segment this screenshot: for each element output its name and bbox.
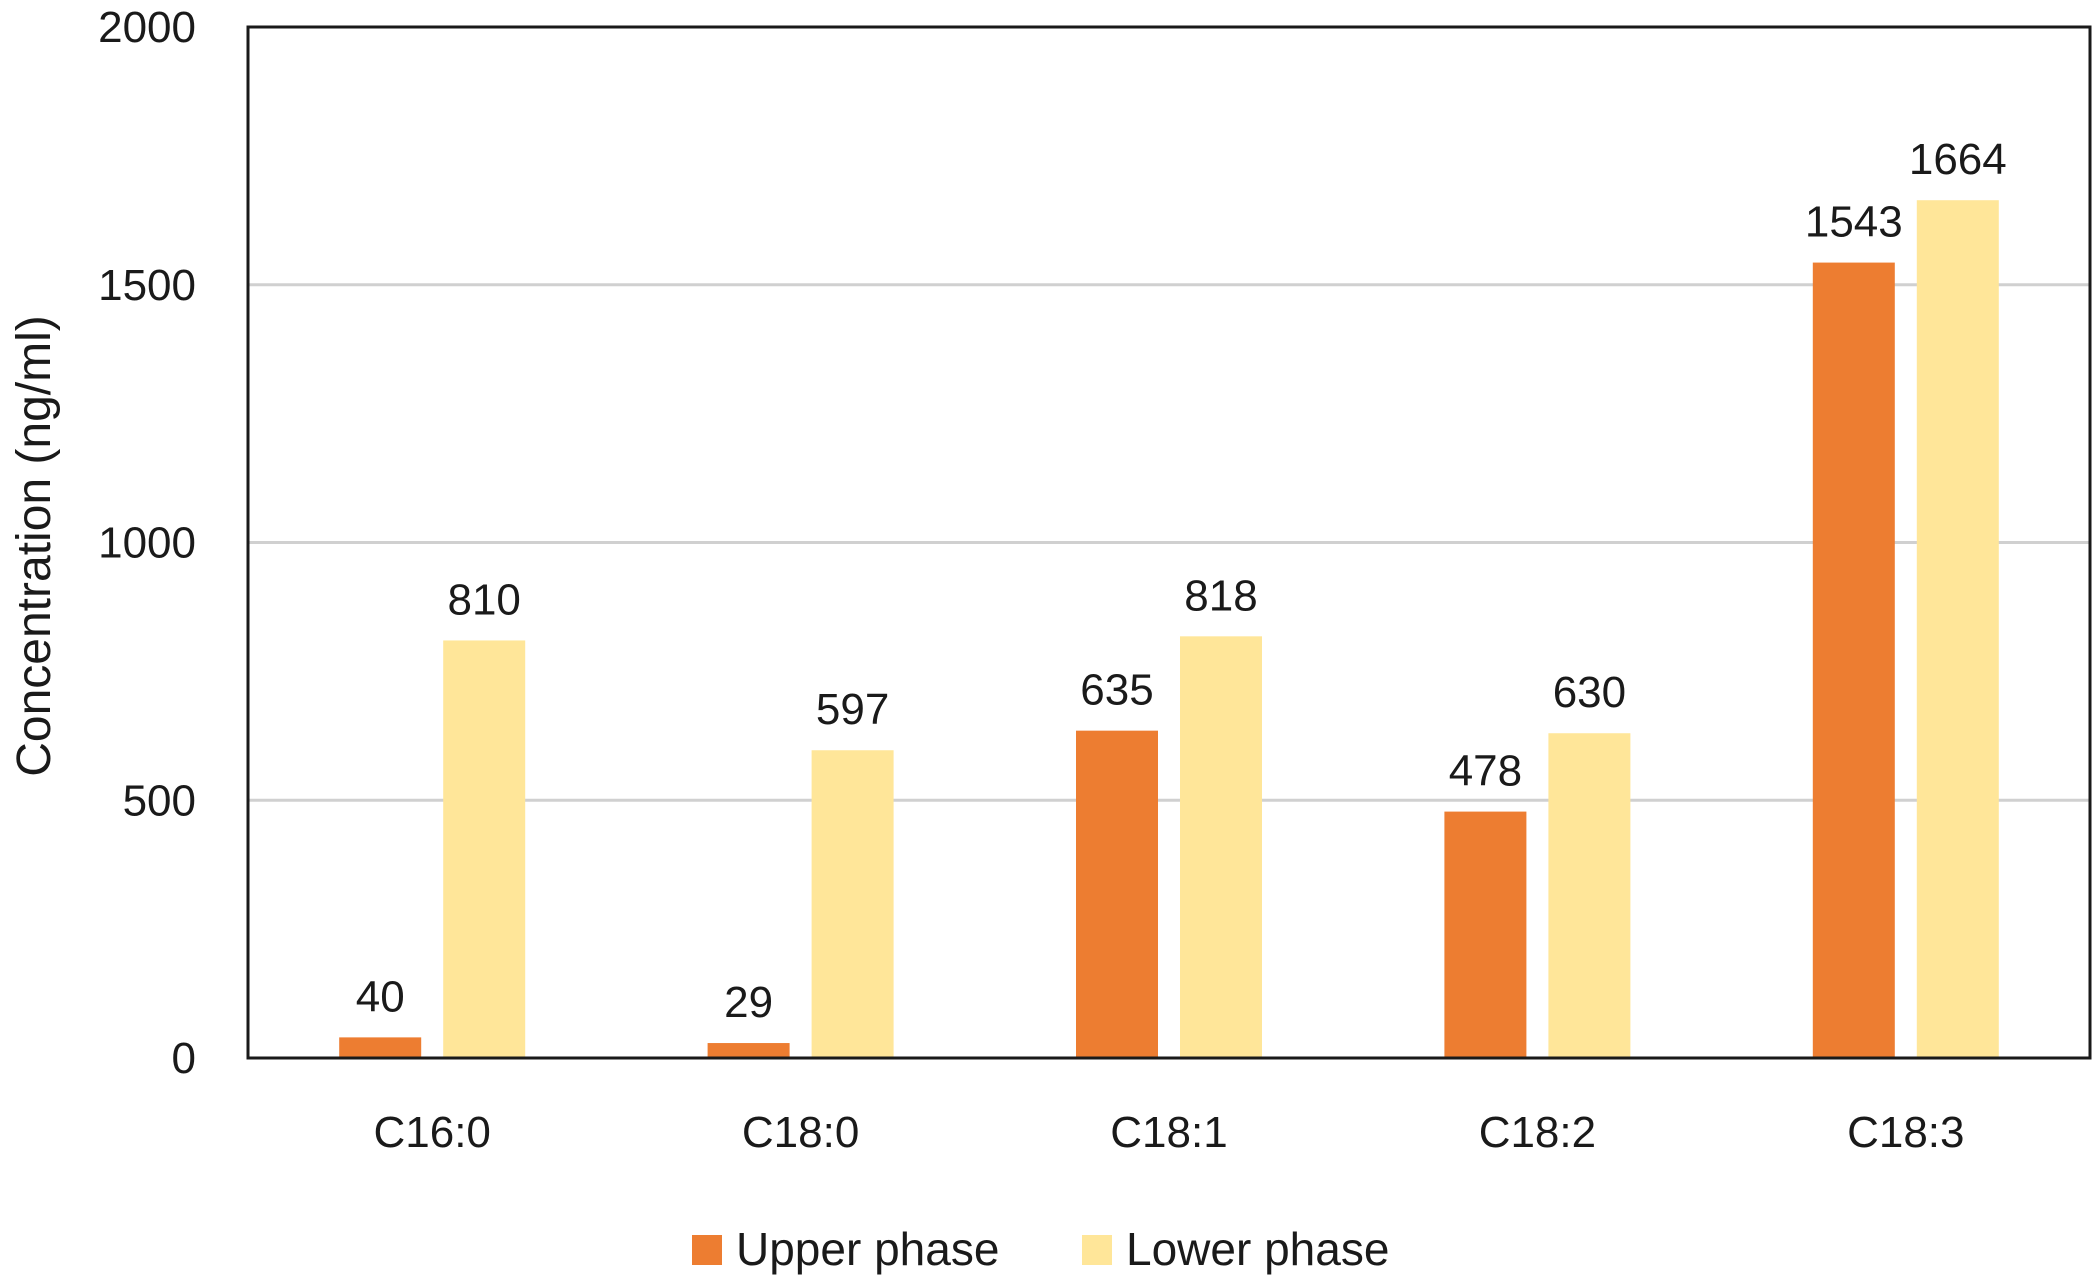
bar-upper-phase [707,1043,790,1058]
bar-lower-phase [443,640,526,1058]
bar-upper-phase [1076,730,1158,1058]
data-label: 597 [816,685,889,734]
gridlines [248,283,2090,802]
data-label: 818 [1184,571,1257,620]
x-category-label: C18:0 [742,1108,859,1157]
x-axis-categories: C16:0 C18:0 C18:1 C18:2 C18:3 [373,1108,1964,1157]
y-tick-label: 1500 [98,261,196,310]
bar-upper-phase [1812,262,1895,1058]
legend: Upper phase Lower phase [692,1223,1389,1275]
x-category-label: C16:0 [373,1108,490,1157]
data-label: 630 [1553,668,1626,717]
data-label: 1543 [1805,198,1903,247]
legend-swatch [1082,1235,1112,1265]
x-category-label: C18:1 [1110,1108,1227,1157]
data-label: 29 [724,978,773,1027]
data-label: 810 [447,575,520,624]
y-tick-label: 0 [172,1034,196,1083]
y-axis-title: Concentration (ng/ml) [8,315,61,777]
plot-frame [246,25,2092,1060]
bar-upper-phase [1444,811,1527,1058]
legend-label: Upper phase [736,1223,999,1275]
y-tick-label: 1000 [98,519,196,568]
data-label: 635 [1080,666,1153,715]
x-category-label: C18:3 [1847,1108,1964,1157]
bar-upper-phase [339,1037,422,1058]
y-tick-label: 500 [123,776,196,825]
legend-label: Lower phase [1126,1223,1389,1275]
bar-lower-phase [1548,733,1631,1058]
legend-swatch [692,1235,722,1265]
y-axis-ticks: 0 500 1000 1500 2000 [98,3,196,1083]
bars [339,200,1999,1058]
data-label: 478 [1449,747,1522,796]
plot-border [246,25,2092,1060]
bar-lower-phase [811,750,894,1058]
bar-lower-phase [1916,200,1999,1058]
y-tick-label: 2000 [98,3,196,52]
x-category-label: C18:2 [1479,1108,1596,1157]
data-label: 1664 [1909,135,2007,184]
data-label: 40 [356,972,405,1021]
bar-lower-phase [1180,636,1262,1058]
